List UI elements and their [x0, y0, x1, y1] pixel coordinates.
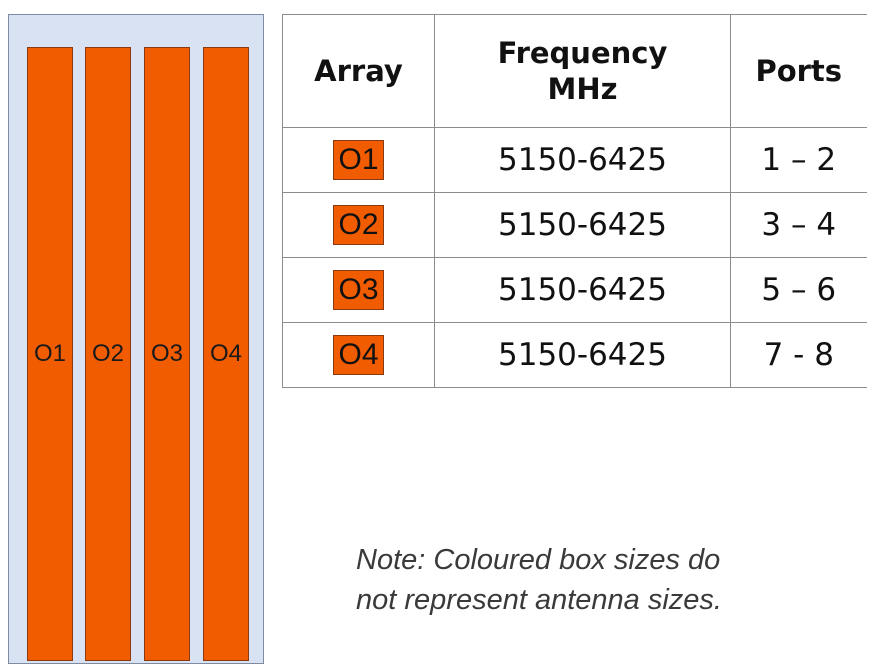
antenna-panel: O1 O2 O3 O4 [8, 14, 264, 664]
array-o2-label: O2 [91, 340, 125, 367]
array-o4-label: O4 [209, 340, 243, 367]
cell-frequency: 5150-6425 [434, 127, 731, 193]
array-o3-label: O3 [150, 340, 184, 367]
array-swatch: O4 [333, 335, 384, 375]
array-o1-label: O1 [33, 340, 67, 367]
note-line-1: Note: Coloured box sizes do [356, 544, 721, 576]
header-frequency-line1: Frequency [497, 36, 668, 70]
cell-frequency: 5150-6425 [434, 192, 731, 258]
table-row: O4 5150-6425 7 - 8 [282, 322, 867, 388]
cell-array: O1 [282, 127, 435, 193]
cell-frequency: 5150-6425 [434, 257, 731, 323]
table-row: O3 5150-6425 5 – 6 [282, 257, 867, 323]
table-row: O2 5150-6425 3 – 4 [282, 192, 867, 258]
table-header-row: Array Frequency MHz Ports [282, 14, 867, 128]
header-array: Array [282, 14, 435, 128]
cell-ports: 7 - 8 [730, 322, 867, 388]
array-o3-element: O3 [144, 47, 190, 661]
spec-table: Array Frequency MHz Ports O1 5150-6425 1… [282, 14, 867, 388]
array-swatch: O3 [333, 270, 384, 310]
cell-ports: 3 – 4 [730, 192, 867, 258]
spec-table-wrapper: Array Frequency MHz Ports O1 5150-6425 1… [282, 14, 867, 390]
header-frequency-line2: MHz [547, 72, 618, 106]
cell-array: O4 [282, 322, 435, 388]
array-o4-element: O4 [203, 47, 249, 661]
header-frequency: Frequency MHz [434, 14, 731, 128]
cell-frequency: 5150-6425 [434, 322, 731, 388]
array-swatch: O1 [333, 140, 384, 180]
table-row: O1 5150-6425 1 – 2 [282, 127, 867, 193]
array-o2-element: O2 [85, 47, 131, 661]
cell-array: O2 [282, 192, 435, 258]
cell-ports: 5 – 6 [730, 257, 867, 323]
note-line-2: not represent antenna sizes. [356, 584, 722, 616]
header-ports: Ports [730, 14, 867, 128]
array-swatch: O2 [333, 205, 384, 245]
cell-array: O3 [282, 257, 435, 323]
size-note: Note: Coloured box sizes do not represen… [356, 540, 856, 620]
cell-ports: 1 – 2 [730, 127, 867, 193]
array-o1-element: O1 [27, 47, 73, 661]
